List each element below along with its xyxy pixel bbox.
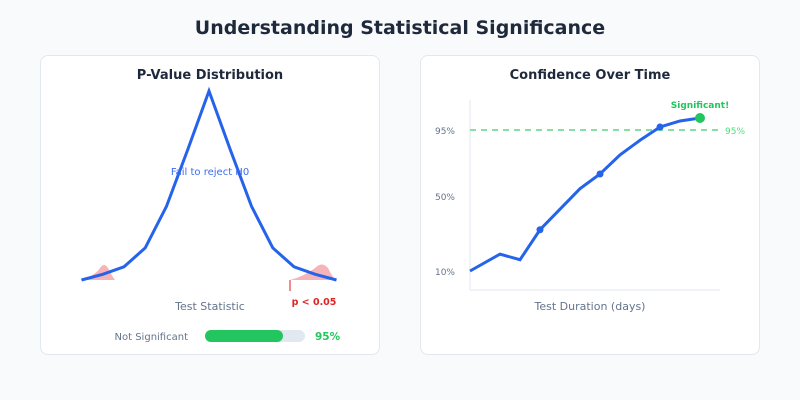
progress-label: Not Significant (115, 332, 189, 343)
p-value-label: p < 0.05 (292, 297, 337, 308)
significant-point (695, 113, 705, 123)
fail-reject-label: Fail to reject H0 (171, 167, 249, 178)
y-tick-50: 50% (435, 193, 455, 203)
data-point (536, 226, 544, 234)
progress-fill (205, 330, 283, 342)
confidence-title: Confidence Over Time (509, 68, 671, 83)
y-tick-95: 95% (435, 127, 455, 137)
p-value-title: P-Value Distribution (136, 68, 284, 83)
y-tick-10: 10% (435, 268, 455, 278)
data-point (596, 170, 604, 178)
data-point (656, 123, 664, 131)
left-tail-area (80, 265, 115, 280)
p-value-card: P-Value Distribution (40, 55, 380, 355)
x-axis-label: Test Statistic (174, 300, 245, 313)
confidence-card: Confidence Over Time (420, 55, 760, 355)
page-title: Understanding Statistical Significance (194, 17, 606, 39)
confidence-line (469, 116, 701, 273)
distribution-curve (81, 86, 337, 282)
progress-value: 95% (315, 331, 341, 343)
threshold-label: 95% (725, 127, 745, 137)
x-axis-label-days: Test Duration (days) (534, 300, 646, 313)
significant-label: Significant! (671, 101, 729, 111)
